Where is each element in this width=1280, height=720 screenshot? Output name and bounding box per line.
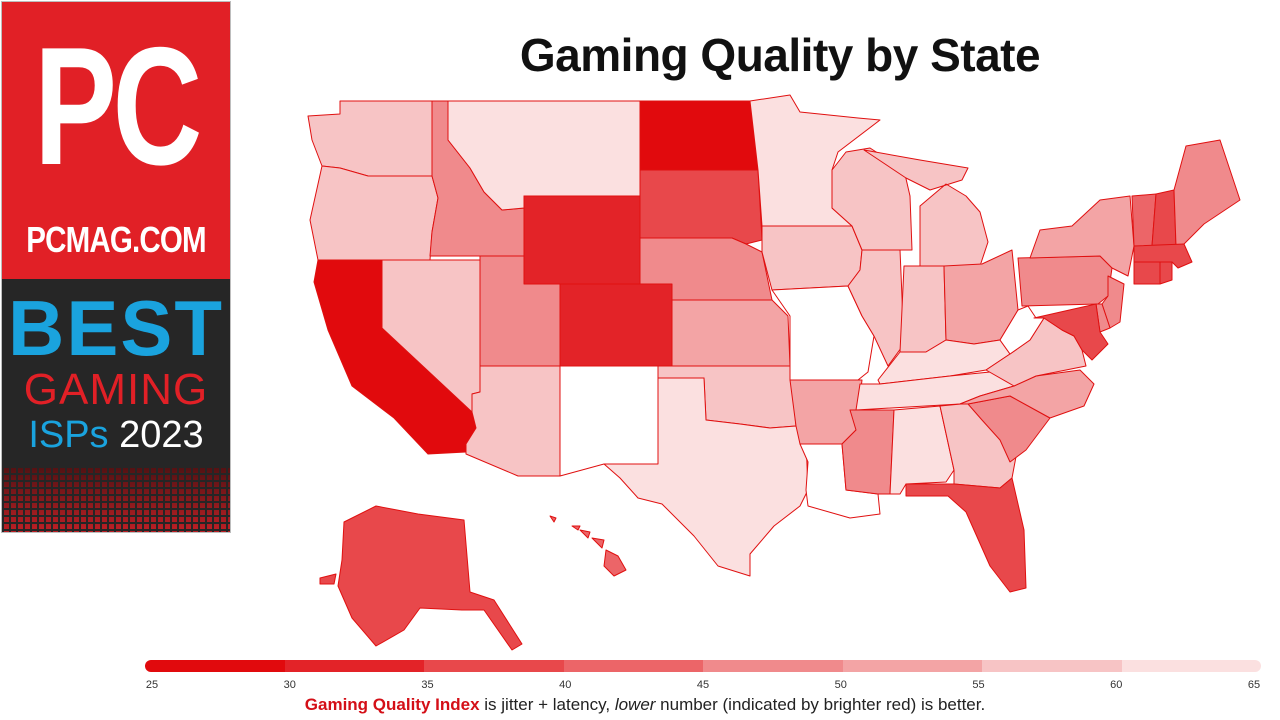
state-wa [307, 100, 433, 177]
legend-bin-0 [145, 660, 285, 672]
state-ia [761, 225, 863, 291]
legend-bin-4 [703, 660, 843, 672]
state-az [465, 365, 561, 477]
legend-caption: Gaming Quality Index is jitter + latency… [145, 694, 1145, 716]
state-nd [639, 100, 759, 171]
pcmag-url: PCMAG.COM [26, 219, 206, 260]
legend-bin-2 [424, 660, 564, 672]
state-hi [549, 515, 627, 577]
legend-tick-label: 50 [834, 679, 847, 691]
state-il [847, 249, 905, 367]
state-ct [1133, 261, 1161, 285]
state-nm [559, 365, 659, 477]
caption-part2: number (indicated by brighter red) is be… [655, 695, 986, 714]
pc-logo: PC [34, 12, 202, 200]
map-title: Gaming Quality by State [519, 29, 1041, 81]
caption-emphasis: lower [614, 695, 656, 714]
badge-award-panel: BEST GAMING ISPs 2023 [2, 279, 230, 532]
badge-isps-text: ISPs [28, 414, 109, 456]
state-md [1033, 303, 1109, 361]
state-ks [671, 299, 791, 367]
legend-tick-label: 40 [559, 679, 572, 691]
legend-color-scale [145, 660, 1261, 672]
legend-tick-label: 60 [1110, 679, 1123, 691]
legend-bin-3 [563, 660, 703, 672]
state-wi [831, 147, 913, 251]
state-co [559, 283, 673, 367]
state-wy [523, 195, 641, 285]
legend-tick-label: 55 [972, 679, 985, 691]
state-ak [319, 505, 523, 651]
state-ri [1159, 261, 1173, 285]
legend-tick-label: 25 [145, 679, 159, 691]
state-in [899, 265, 947, 353]
state-ny [1029, 195, 1135, 277]
legend-bin-6 [982, 660, 1122, 672]
state-sd [639, 169, 763, 245]
state-mn [749, 94, 881, 227]
badge-logo-panel: PC PCMAG.COM [2, 2, 230, 279]
legend-tick-label: 45 [696, 679, 710, 691]
legend-tick-label: 35 [421, 679, 434, 691]
pcmag-best-gaming-isps-badge: PC PCMAG.COM BEST GAMING ISPs 2023 [1, 1, 231, 533]
state-nh [1151, 189, 1177, 247]
legend-tick-label: 30 [283, 679, 296, 691]
legend-bin-1 [284, 660, 424, 672]
state-me [1173, 139, 1241, 247]
caption-part1: is jitter + latency, [479, 695, 615, 714]
legend-bin-5 [842, 660, 982, 672]
caption-highlight: Gaming Quality Index [304, 695, 480, 714]
badge-year-text: 2023 [119, 414, 204, 456]
badge-best-text: BEST [7, 284, 225, 372]
badge-pixel-pattern [2, 468, 230, 532]
legend-bin-7 [1121, 660, 1261, 672]
state-tx [603, 377, 809, 577]
state-pa [1017, 255, 1113, 307]
badge-isps-year: ISPs 2023 [2, 415, 230, 455]
state-fl [905, 477, 1027, 593]
state-or [309, 165, 439, 261]
state-nc [959, 369, 1095, 419]
badge-gaming-text: GAMING [23, 365, 209, 414]
legend-tick-label: 65 [1247, 679, 1261, 691]
